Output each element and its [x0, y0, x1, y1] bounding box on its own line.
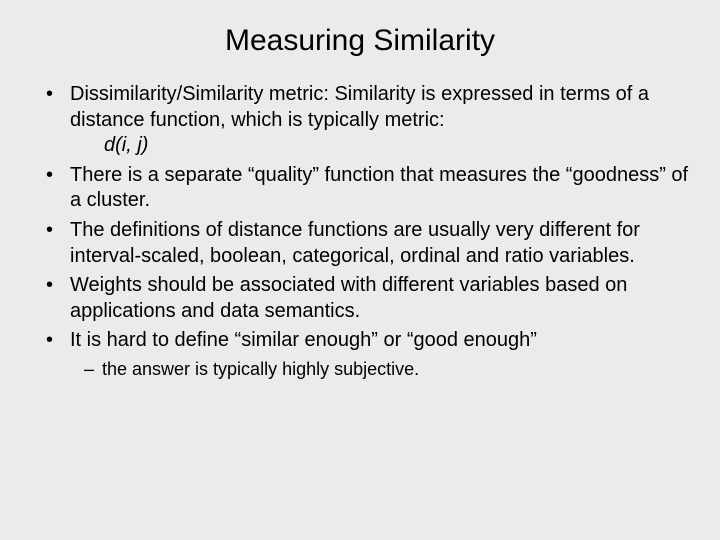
bullet-text: It is hard to define “similar enough” or… [70, 329, 537, 351]
bullet-text: The definitions of distance functions ar… [70, 219, 640, 267]
bullet-item: The definitions of distance functions ar… [52, 218, 690, 269]
bullet-text: Weights should be associated with differ… [70, 274, 627, 322]
bullet-item: It is hard to define “similar enough” or… [52, 328, 690, 381]
bullet-item: There is a separate “quality” function t… [52, 163, 690, 214]
slide-title: Measuring Similarity [30, 24, 690, 58]
slide-container: Measuring Similarity Dissimilarity/Simil… [0, 0, 720, 540]
bullet-item: Dissimilarity/Similarity metric: Similar… [52, 82, 690, 159]
bullet-text: Dissimilarity/Similarity metric: Similar… [70, 83, 649, 131]
bullet-formula: d(i, j) [70, 133, 690, 159]
bullet-text: There is a separate “quality” function t… [70, 164, 688, 212]
bullet-item: Weights should be associated with differ… [52, 273, 690, 324]
sub-bullet-list: the answer is typically highly subjectiv… [70, 358, 690, 381]
sub-bullet-item: the answer is typically highly subjectiv… [84, 358, 690, 381]
sub-bullet-text: the answer is typically highly subjectiv… [102, 359, 419, 379]
bullet-list: Dissimilarity/Similarity metric: Similar… [30, 82, 690, 381]
